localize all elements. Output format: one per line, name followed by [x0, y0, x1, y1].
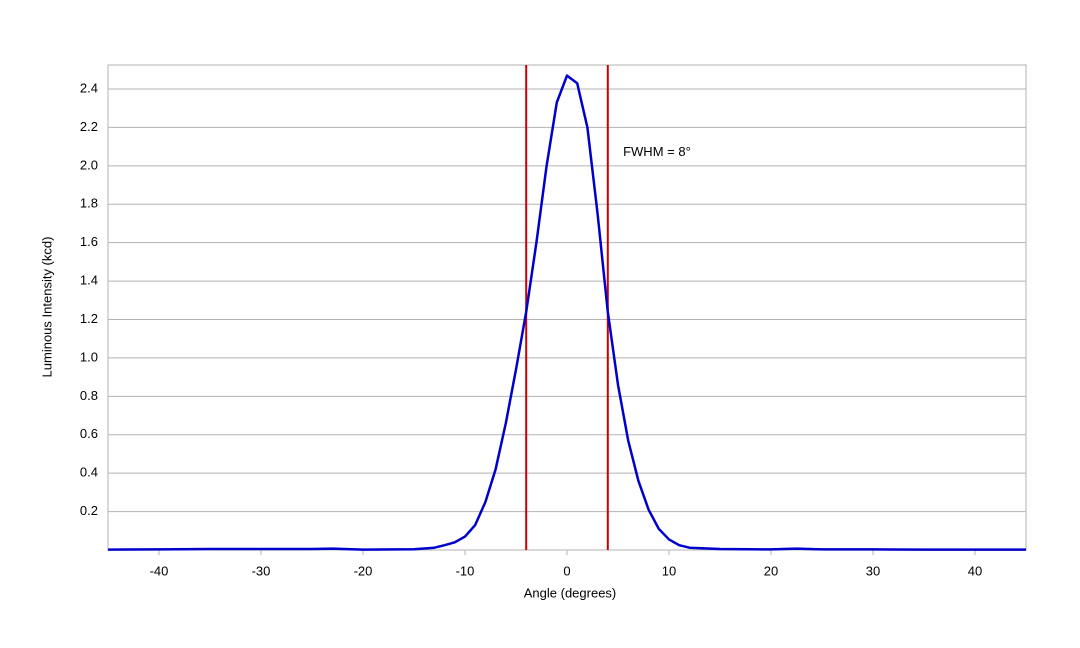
- y-tick-label: 0.4: [80, 465, 98, 480]
- y-tick-label: 0.2: [80, 503, 98, 518]
- plot-area: [107, 64, 1027, 551]
- y-tick-label: 2.4: [80, 80, 98, 95]
- y-tick-label: 2.0: [80, 157, 98, 172]
- y-tick-label: 1.8: [80, 196, 98, 211]
- y-tick-label: 1.0: [80, 349, 98, 364]
- x-axis-label: Angle (degrees): [524, 585, 617, 600]
- y-tick-label: 2.2: [80, 119, 98, 134]
- x-tick-label: -10: [456, 563, 475, 578]
- x-tick-label: -30: [252, 563, 271, 578]
- y-tick-label: 1.6: [80, 234, 98, 249]
- x-tick-label: 0: [563, 563, 570, 578]
- x-tick-label: 30: [866, 563, 880, 578]
- x-tick-label: -40: [150, 563, 169, 578]
- x-tick-label: -20: [354, 563, 373, 578]
- y-tick-label: 0.8: [80, 388, 98, 403]
- y-tick-label: 1.2: [80, 311, 98, 326]
- x-tick-label: 20: [764, 563, 778, 578]
- x-tick-label: 10: [662, 563, 676, 578]
- y-tick-label: 1.4: [80, 273, 98, 288]
- intensity-line: [107, 74, 1026, 551]
- y-tick-label: 0.6: [80, 426, 98, 441]
- x-tick-label: 40: [968, 563, 982, 578]
- annotation: FWHM = 8°: [623, 144, 691, 159]
- y-axis-label: Luminous Intensity (kcd): [39, 237, 54, 378]
